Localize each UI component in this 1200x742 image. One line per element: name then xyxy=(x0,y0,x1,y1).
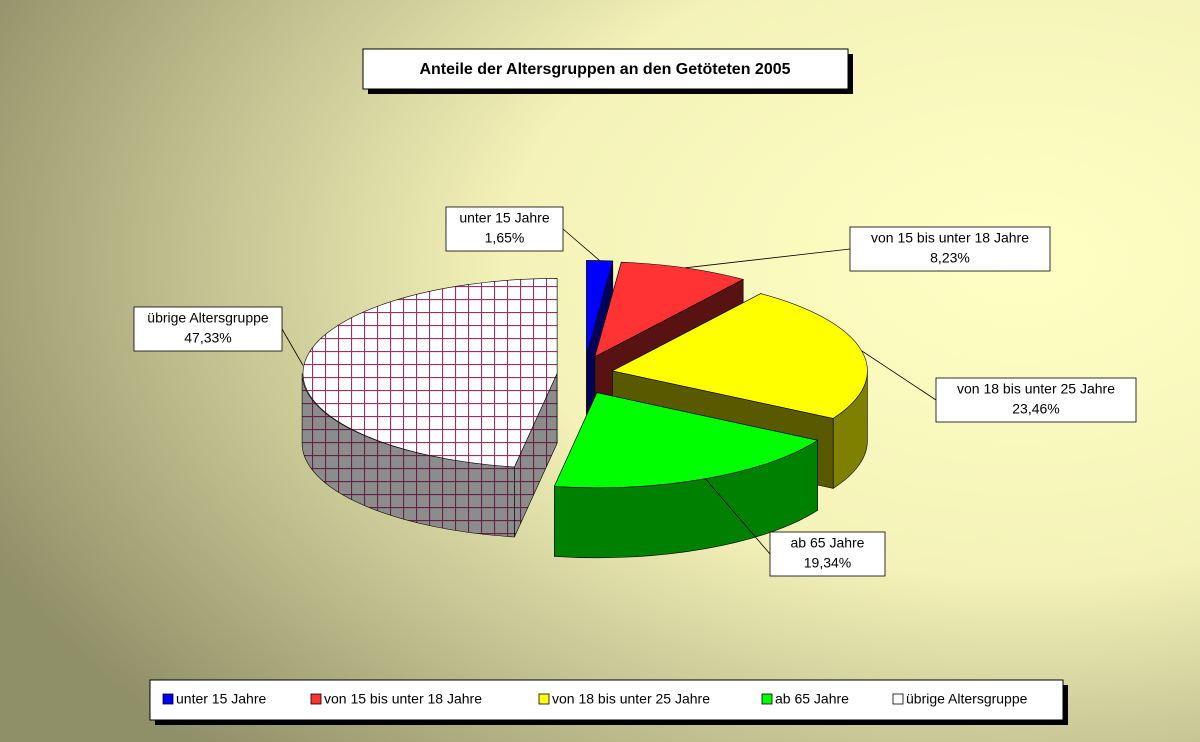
label-value: 1,65% xyxy=(485,230,525,246)
legend-swatch xyxy=(538,693,550,705)
label-box xyxy=(133,306,283,352)
title-box xyxy=(362,48,849,90)
chart-title: Anteile der Altersgruppen an den Getötet… xyxy=(419,61,790,78)
legend-label: von 18 bis unter 25 Jahre xyxy=(552,691,710,707)
slice xyxy=(594,261,745,358)
label-value: 19,34% xyxy=(804,555,851,571)
label-name: von 18 bis unter 25 Jahre xyxy=(957,381,1115,397)
legend-box xyxy=(149,679,1064,721)
label-name: von 15 bis unter 18 Jahre xyxy=(871,230,1029,246)
leader-line xyxy=(861,350,937,401)
legend-swatch xyxy=(761,693,773,705)
label-value: 47,33% xyxy=(184,330,231,346)
leader-line xyxy=(705,478,771,555)
slice xyxy=(302,278,558,468)
label-value: 23,46% xyxy=(1012,401,1059,417)
legend-label: unter 15 Jahre xyxy=(176,691,266,707)
legend-label: übrige Altersgruppe xyxy=(906,691,1028,707)
leader-line xyxy=(281,328,304,366)
legend-swatch xyxy=(162,693,174,705)
legend-swatch xyxy=(310,693,322,705)
legend-label: ab 65 Jahre xyxy=(775,691,849,707)
label-box xyxy=(849,226,1051,272)
legend: unter 15 Jahre von 15 bis unter 18 Jahre v… xyxy=(162,691,1028,707)
label-name: übrige Altersgruppe xyxy=(147,310,269,326)
label-name: unter 15 Jahre xyxy=(459,210,549,226)
label-box xyxy=(769,531,886,577)
legend-swatch xyxy=(892,693,904,705)
slice xyxy=(553,392,819,489)
plot: unter 15 Jahre 1,65% von 15 bis unter 18 J… xyxy=(133,206,1137,577)
leader-line xyxy=(562,228,600,261)
label-value: 8,23% xyxy=(930,250,970,266)
legend-label: von 15 bis unter 18 Jahre xyxy=(324,691,482,707)
label-name: ab 65 Jahre xyxy=(791,535,865,551)
label-box xyxy=(935,377,1137,423)
slice xyxy=(611,293,868,419)
label-box xyxy=(445,206,564,252)
leader-line xyxy=(685,248,851,269)
